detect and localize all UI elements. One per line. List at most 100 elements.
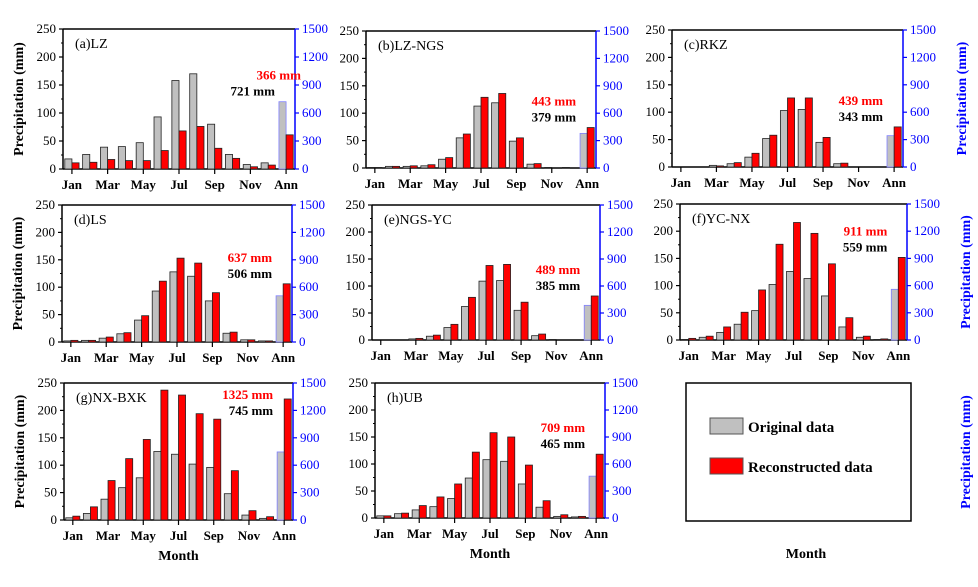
x-tick-label: May — [129, 350, 155, 365]
x-tick-label: May — [131, 528, 157, 543]
bar-reconstructed-sep — [213, 418, 222, 521]
x-tick-label: Ann — [575, 176, 600, 191]
left-y-tick-label: 0 — [49, 334, 56, 349]
bar-reconstructed-jul — [793, 222, 801, 341]
x-tick-label: Sep — [204, 528, 224, 543]
right-y-tick-label: 900 — [910, 77, 930, 92]
bar-reconstructed-annual — [897, 257, 906, 341]
panel-2: 0 50 100 150 200 250 0 300 600 900 1200 1500 Jan Mar M… — [646, 22, 971, 190]
right-y-tick-label: 1200 — [300, 402, 326, 417]
bar-original-sep — [207, 123, 216, 170]
bar-original-annual — [886, 135, 895, 168]
legend-label-original: Original data — [748, 420, 835, 436]
bar-original-mar — [402, 165, 411, 169]
x-tick-label: Jul — [170, 528, 188, 543]
bar-original-apr — [726, 163, 735, 168]
bar-reconstructed-mar — [105, 336, 114, 343]
right-y-tick-label: 600 — [607, 278, 627, 293]
bar-reconstructed-jan — [72, 515, 81, 521]
right-y-tick-label: 0 — [612, 510, 619, 525]
x-tick-label: Sep — [205, 177, 225, 192]
x-tick-label: Jan — [671, 175, 692, 190]
left-y-tick-label: 200 — [646, 49, 666, 64]
right-y-tick-label: 900 — [607, 251, 627, 266]
bar-original-sep — [204, 300, 213, 343]
bar-original-oct — [838, 326, 847, 341]
right-y-tick-label: 600 — [302, 105, 322, 120]
right-y-tick-label: 300 — [603, 133, 623, 148]
bar-reconstructed-nov — [249, 166, 258, 170]
bar-reconstructed-jan — [374, 167, 383, 169]
bar-reconstructed-dec — [267, 164, 276, 170]
x-tick-label: Mar — [398, 176, 423, 191]
bar-original-apr — [118, 487, 127, 521]
bar-original-jul — [478, 280, 487, 341]
x-tick-label: May — [442, 526, 468, 541]
bar-original-annual — [579, 132, 588, 169]
right-y-tick-label: 0 — [910, 159, 917, 174]
bar-reconstructed-aug — [196, 126, 205, 170]
bar-reconstructed-apr — [432, 334, 441, 341]
bar-original-dec — [570, 516, 579, 519]
right-y-axis-label: Precipitation (mm) — [959, 215, 974, 329]
left-y-tick-label: 200 — [36, 224, 56, 239]
bar-original-aug — [491, 102, 500, 169]
legend-swatch-reconstructed — [709, 457, 744, 475]
x-tick-label: Jul — [779, 175, 797, 190]
bar-reconstructed-dec — [266, 516, 275, 521]
bar-original-jan — [367, 167, 376, 169]
x-tick-label: Sep — [813, 175, 833, 190]
x-tick-label: Nov — [239, 177, 262, 192]
right-y-tick-label: 900 — [914, 250, 934, 265]
bar-original-jul — [786, 271, 794, 341]
left-y-tick-label: 50 — [43, 133, 56, 148]
bar-original-nov — [553, 515, 562, 519]
left-y-tick-label: 150 — [646, 77, 666, 92]
legend-frame — [685, 382, 912, 522]
panel-3: 0 50 100 150 200 250 0 300 600 900 1200 1500 Jan Mar M… — [11, 197, 325, 365]
bar-reconstructed-apr — [740, 311, 749, 341]
annual-reconstructed-annotation: 709 mm — [541, 420, 586, 435]
right-y-tick-label: 900 — [603, 78, 623, 93]
bar-original-may — [751, 310, 759, 341]
bar-original-may — [135, 142, 144, 170]
bar-original-feb — [698, 336, 707, 341]
x-tick-label: Jul — [168, 350, 186, 365]
bar-reconstructed-feb — [90, 506, 98, 521]
annual-reconstructed-annotation: 366 mm — [257, 68, 302, 83]
panel-title: (e)NGS-YC — [384, 213, 452, 228]
x-tick-label: Jul — [472, 176, 490, 191]
x-tick-label: Sep — [515, 526, 535, 541]
bar-original-sep — [517, 483, 526, 519]
bar-reconstructed-jul — [178, 394, 186, 521]
bar-original-aug — [797, 109, 806, 168]
bar-reconstructed-oct — [230, 470, 239, 521]
left-y-tick-label: 0 — [359, 332, 366, 347]
right-y-tick-label: 300 — [302, 133, 322, 148]
bar-reconstructed-annual — [595, 453, 604, 519]
legend-label-reconstructed: Reconstructed data — [748, 460, 873, 476]
x-tick-label: Sep — [818, 348, 838, 363]
bar-reconstructed-mar — [409, 165, 418, 169]
bar-original-sep — [508, 140, 517, 169]
bar-original-sep — [821, 295, 829, 341]
bar-original-jul — [171, 453, 179, 521]
bar-reconstructed-apr — [436, 496, 445, 519]
x-tick-label: Mar — [704, 175, 729, 190]
bar-reconstructed-jan — [70, 339, 79, 343]
left-y-tick-label: 250 — [646, 22, 666, 37]
x-tick-label: Jan — [62, 177, 83, 192]
right-y-tick-label: 300 — [612, 483, 632, 498]
bar-original-oct — [224, 154, 233, 170]
x-tick-label: Ann — [882, 175, 907, 190]
bar-reconstructed-nov — [862, 335, 871, 341]
bar-reconstructed-sep — [822, 137, 831, 168]
bar-original-annual — [583, 304, 592, 341]
left-y-tick-label: 50 — [44, 485, 57, 500]
bar-original-mar — [98, 337, 107, 343]
bar-original-jun — [461, 306, 469, 341]
bar-reconstructed-sep — [524, 464, 533, 519]
bar-original-jan — [681, 339, 690, 341]
bar-original-aug — [187, 275, 196, 343]
